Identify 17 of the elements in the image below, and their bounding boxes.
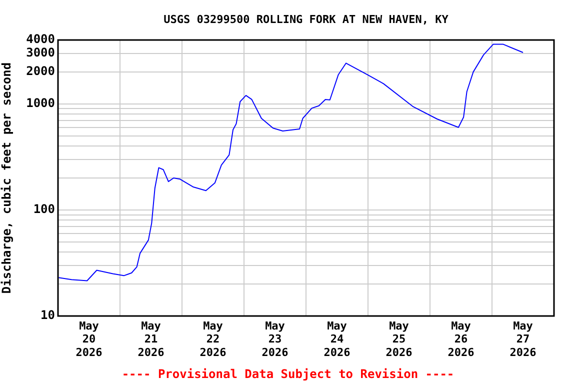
text: ---- Provisional Data Subject to Revision ---- (122, 367, 454, 382)
y-tick-label: 100 (33, 202, 55, 216)
x-tick-label: May 24 2026 (324, 319, 351, 359)
y-tick-label: 10 (40, 308, 55, 322)
y-axis-title: Discharge, cubic feet per second (0, 62, 14, 294)
x-tick-label: May 27 2026 (510, 319, 537, 359)
y-tick-label: 3000 (26, 45, 55, 60)
x-tick-label: May 25 2026 (386, 319, 413, 359)
y-tick-label: 4000 (26, 32, 55, 46)
chart-title: USGS 03299500 ROLLING FORK AT NEW HAVEN, KY (164, 12, 449, 26)
x-tick-label: May 26 2026 (448, 319, 475, 359)
y-tick-label: 2000 (26, 64, 55, 78)
y-tick-label: 1000 (26, 96, 55, 110)
x-tick-label: May 23 2026 (262, 319, 289, 359)
x-tick-label: May 20 2026 (76, 319, 103, 359)
x-tick-label: May 21 2026 (138, 319, 165, 359)
x-tick-label: May 22 2026 (200, 319, 227, 359)
